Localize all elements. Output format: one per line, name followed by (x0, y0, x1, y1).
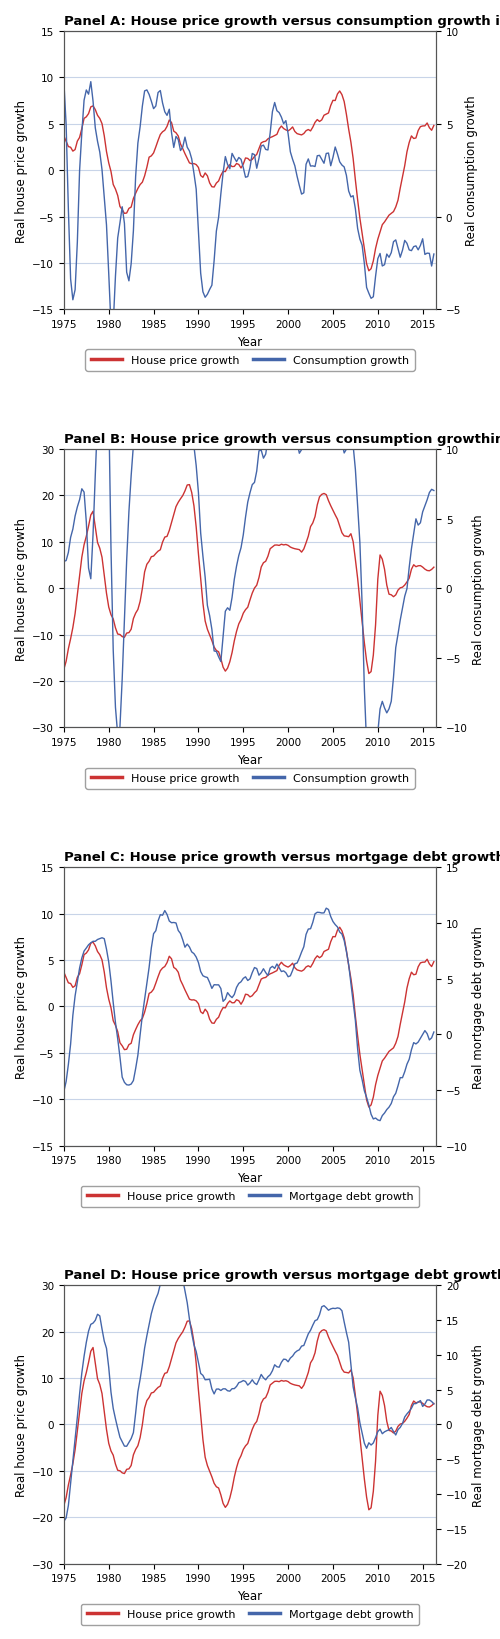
Legend: House price growth, Consumption growth: House price growth, Consumption growth (86, 769, 414, 790)
Y-axis label: Real mortgage debt growth: Real mortgage debt growth (472, 1344, 485, 1506)
X-axis label: Year: Year (238, 336, 262, 349)
Y-axis label: Real house price growth: Real house price growth (15, 1354, 28, 1496)
Legend: House price growth, Mortgage debt growth: House price growth, Mortgage debt growth (81, 1605, 419, 1624)
Legend: House price growth, Mortgage debt growth: House price growth, Mortgage debt growth (81, 1187, 419, 1206)
X-axis label: Year: Year (238, 754, 262, 765)
Y-axis label: Real house price growth: Real house price growth (15, 936, 28, 1078)
Y-axis label: Real mortgage debt growth: Real mortgage debt growth (472, 926, 485, 1088)
Y-axis label: Real house price growth: Real house price growth (15, 518, 28, 661)
X-axis label: Year: Year (238, 1172, 262, 1183)
Text: Panel C: House price growth versus mortgage debt growth in the US: Panel C: House price growth versus mortg… (64, 851, 500, 864)
Y-axis label: Real house price growth: Real house price growth (15, 100, 28, 243)
Legend: House price growth, Consumption growth: House price growth, Consumption growth (86, 351, 414, 372)
X-axis label: Year: Year (238, 1588, 262, 1601)
Text: Panel D: House price growth versus mortgage debt growth in the UK: Panel D: House price growth versus mortg… (64, 1269, 500, 1282)
Text: Panel A: House price growth versus consumption growth in the US: Panel A: House price growth versus consu… (64, 15, 500, 28)
Y-axis label: Real consumption growth: Real consumption growth (466, 95, 478, 246)
Y-axis label: Real consumption growth: Real consumption growth (472, 513, 485, 664)
Text: Panel B: House price growth versus consumption growthin the UK: Panel B: House price growth versus consu… (64, 433, 500, 446)
